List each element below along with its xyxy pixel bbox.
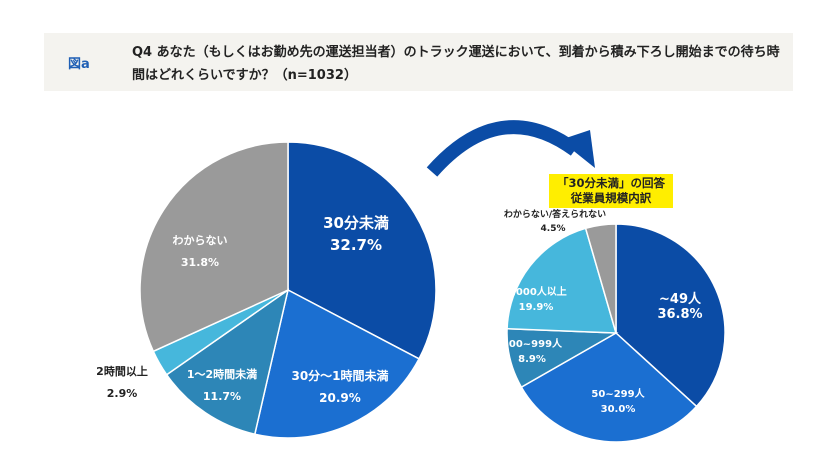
slice-value: 20.9% [319,391,361,405]
pie-slice [506,227,618,334]
slice-label: 30分未満 [323,214,389,232]
slice-value: 30.0% [601,404,636,415]
slice-label: 300~999人 [502,337,563,350]
slice-value: 4.5% [541,224,566,234]
slice-value: 32.7% [330,236,382,254]
sub-title-line: 従業員規模内訳 [570,191,652,205]
slice-label: 30分～1時間未満 [291,368,388,383]
figure-label: 図a [68,57,90,72]
slice-label: 50~299人 [591,387,645,400]
slice-value: 19.9% [519,302,554,313]
pie-slice [615,223,726,408]
pie-slice [287,141,437,360]
pie-slice [520,332,698,443]
slice-label: わからない [173,234,228,247]
slice-label: 1,000人以上 [505,285,567,298]
pie-slice [165,288,290,436]
slice-value: 11.7% [203,390,241,403]
slice-value: 8.9% [518,354,546,365]
question-text: Q4 あなた（もしくはお勤め先の運送担当者）のトラック運送において、到着から積み… [132,45,780,83]
slice-value: 2.9% [107,387,138,400]
slice-label: わからない/答えられない [504,208,606,220]
sub-chart-title: 「30分未満」の回答 従業員規模内訳 [549,174,673,208]
question-header: 図a Q4 あなた（もしくはお勤め先の運送担当者）のトラック運送において、到着か… [44,33,793,91]
arrow-head [560,130,595,168]
pie-slice [584,223,617,334]
slice-label: 2時間以上 [96,364,148,378]
slice-label: 1～2時間未満 [187,367,257,381]
slice-value: 31.8% [181,256,219,269]
slice-value: 36.8% [657,307,702,322]
arrow-icon [426,120,580,177]
pie-slice [253,288,421,439]
pie-slice [139,141,289,353]
sub-title-line: 「30分未満」の回答 [556,176,665,190]
slice-label: ~49人 [659,291,702,307]
